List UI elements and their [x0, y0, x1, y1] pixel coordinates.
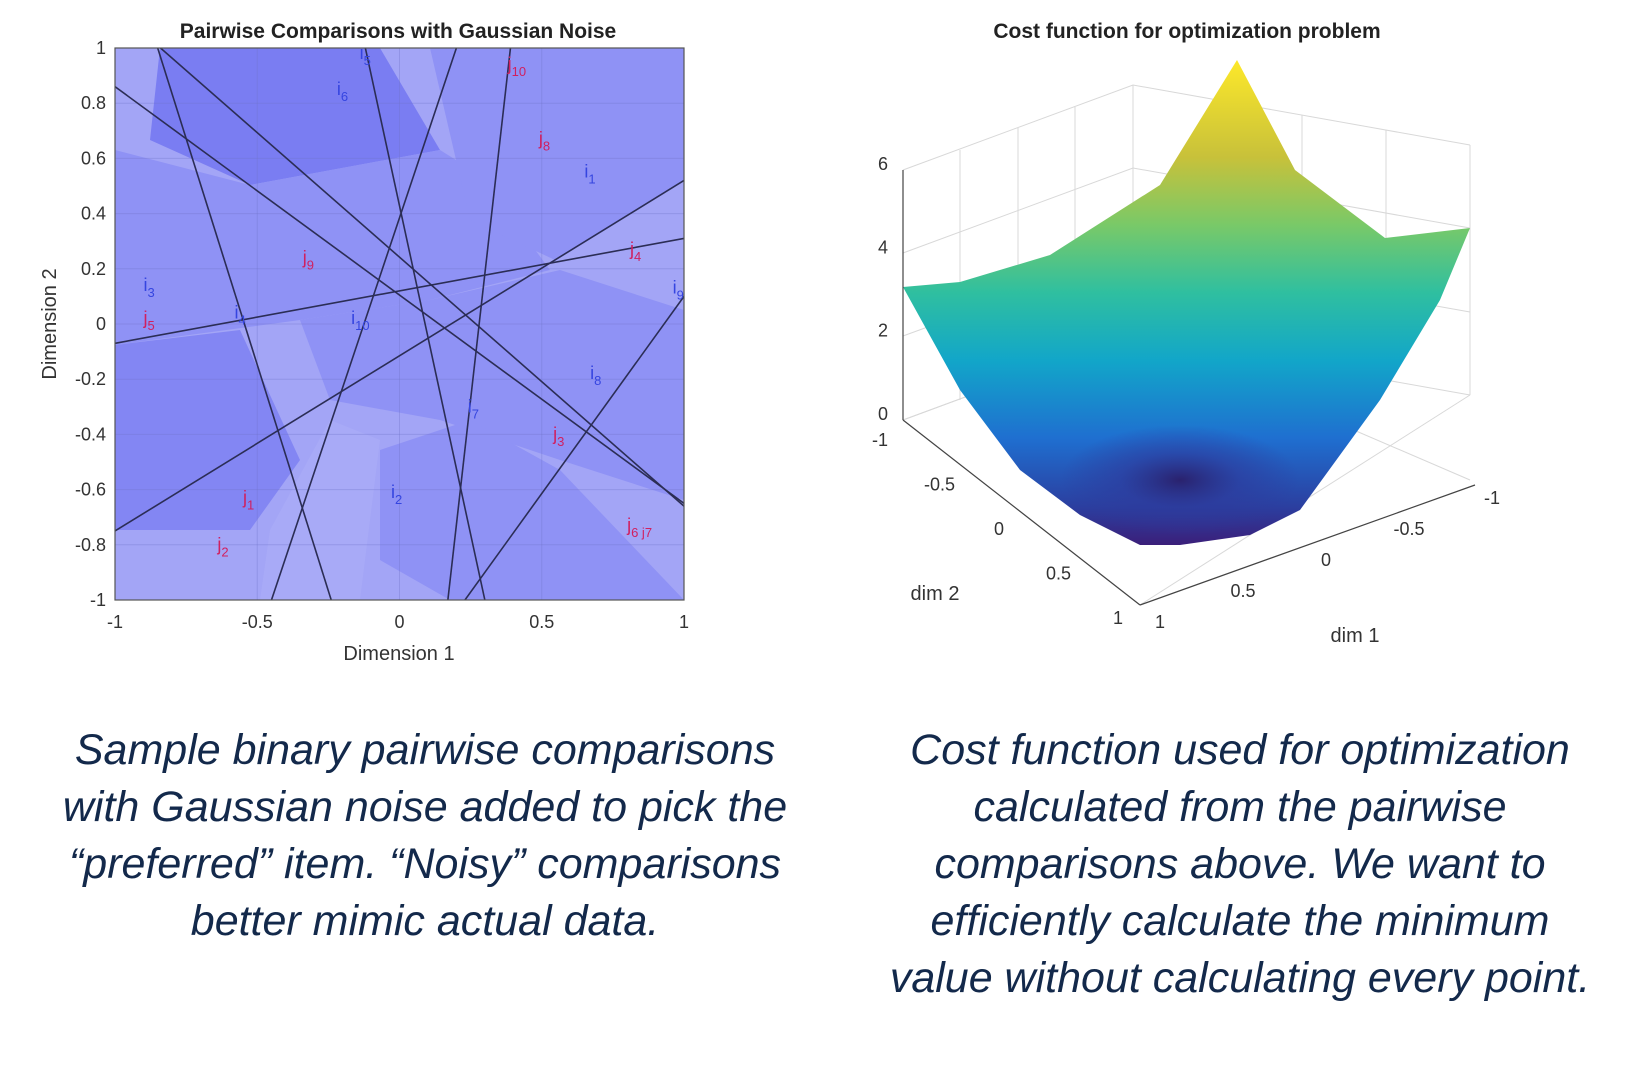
right-caption: Cost function used for optimization calc… [889, 726, 1591, 1002]
comparison-line-4 [364, 48, 486, 600]
region-light [260, 420, 380, 600]
y-tick-label: -1 [90, 590, 106, 610]
dim1-tick-labels: -1 -0.5 0 0.5 1 [1155, 488, 1500, 632]
dim1-tick-label: 0.5 [1230, 581, 1255, 601]
region-dark [150, 48, 440, 185]
y-tick-label: -0.6 [75, 480, 106, 500]
region-dark [115, 330, 300, 530]
annotation-i2: i2 [391, 482, 402, 507]
left-caption: Sample binary pairwise comparisons with … [62, 726, 788, 945]
y-tick-label: 0.2 [81, 259, 106, 279]
x-tick-label: 1 [679, 612, 689, 632]
comparison-line-5 [270, 48, 458, 600]
dim1-axis-label: dim 1 [1331, 625, 1380, 647]
dim2-tick-label: 0 [994, 519, 1004, 539]
x-tick-label: -1 [107, 612, 123, 632]
comparison-line-9 [464, 295, 684, 600]
region-mid [300, 270, 684, 500]
comparison-line-6 [447, 48, 512, 600]
annotation-i4: i4 [234, 302, 245, 327]
z-tick-label: 2 [878, 321, 888, 341]
pairwise-comparisons-chart: Pairwise Comparisons with Gaussian Noise… [39, 20, 689, 665]
x-tick-label: 0.5 [529, 612, 554, 632]
y-axis-label: Dimension 2 [39, 268, 61, 379]
annotation-i5: i5 [360, 43, 371, 68]
dim2-tick-label: 1 [1113, 608, 1123, 628]
dim2-tick-labels: -1 -0.5 0 0.5 1 [872, 430, 1123, 628]
z-tick-label: 4 [878, 237, 888, 257]
dim1-tick-label: -1 [1484, 488, 1500, 508]
annotation-i8: i8 [590, 363, 601, 388]
z-tick-label: 0 [878, 404, 888, 424]
cost-surface [903, 60, 1470, 545]
z-tick-label: 6 [878, 154, 888, 174]
annotation-i1: i1 [584, 162, 595, 187]
comparison-line-8 [115, 237, 684, 345]
y-tick-label: 0 [96, 314, 106, 334]
dim2-axis-label: dim 2 [911, 583, 960, 605]
z-tick-labels: 0 2 4 6 [878, 154, 888, 424]
left-chart-title: Pairwise Comparisons with Gaussian Noise [180, 20, 616, 43]
annotation-i6: i6 [337, 79, 348, 104]
y-tick-label: 0.4 [81, 204, 106, 224]
annotation-i7: i7 [468, 396, 479, 421]
x-tick-label: -0.5 [242, 612, 273, 632]
comparison-line-2 [115, 85, 684, 505]
y-tick-label: 1 [96, 38, 106, 58]
x-axis-label: Dimension 1 [343, 643, 454, 665]
x-tick-labels: -1 -0.5 0 0.5 1 [107, 612, 689, 632]
y-tick-label: -0.2 [75, 369, 106, 389]
region-mid [430, 48, 684, 260]
comparison-line-7 [115, 179, 684, 532]
y-tick-label: 0.8 [81, 93, 106, 113]
region-mid [115, 150, 550, 345]
dim1-tick-label: 0 [1321, 550, 1331, 570]
right-chart-title: Cost function for optimization problem [993, 20, 1380, 43]
dim2-tick-label: -0.5 [924, 475, 955, 495]
dim2-tick-label: -1 [872, 430, 888, 450]
cost-function-chart: Cost function for optimization problem 0… [872, 20, 1500, 647]
y-tick-label: -0.4 [75, 424, 106, 444]
dim1-tick-label: -0.5 [1393, 519, 1424, 539]
dim1-tick-label: 1 [1155, 612, 1165, 632]
y-tick-label: -0.8 [75, 535, 106, 555]
annotation-i9: i9 [673, 278, 684, 303]
plot-frame [114, 47, 685, 601]
x-tick-label: 0 [394, 612, 404, 632]
dim2-tick-label: 0.5 [1046, 564, 1071, 584]
comparison-line-1 [159, 48, 684, 507]
floor-axes [902, 170, 1476, 606]
comparison-lines [115, 48, 684, 600]
annotation-i3: i3 [143, 275, 154, 300]
y-tick-label: 0.6 [81, 148, 106, 168]
y-tick-labels: -1 -0.8 -0.6 -0.4 -0.2 0 0.2 0.4 0.6 0.8 1 [75, 38, 106, 610]
